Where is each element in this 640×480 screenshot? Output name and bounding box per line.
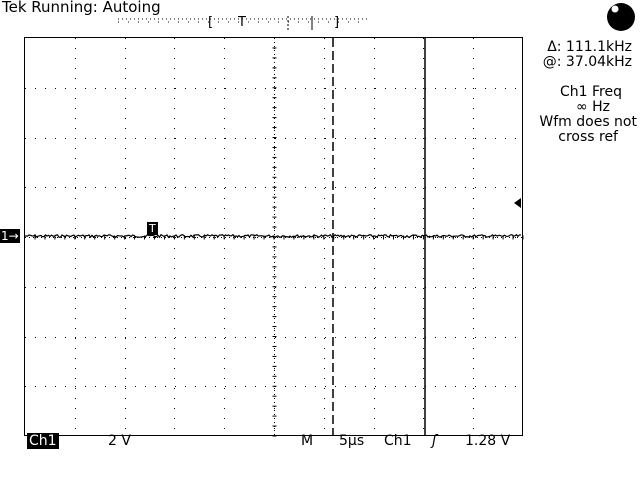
- channel-indicator[interactable]: Ch1: [27, 433, 59, 449]
- trigger-position-ruler: [118, 16, 368, 30]
- trigger-level: 1.28 V: [465, 433, 511, 449]
- trigger-source: Ch1: [384, 433, 412, 449]
- window-title: Tek Running: Autoing: [2, 0, 161, 16]
- trigger-bracket-right: ]: [334, 15, 340, 30]
- trigger-level-arrow-icon[interactable]: [514, 198, 521, 208]
- main-timebase-label: M: [301, 433, 314, 449]
- channel1-ground-marker[interactable]: 1→: [0, 229, 20, 243]
- record-indicator-icon: [607, 3, 635, 31]
- cursor-delta-readout: Δ: 111.1kHz: [547, 39, 632, 55]
- trigger-bracket-t: T: [238, 15, 246, 30]
- ch1-freq-value: ∞ Hz: [576, 99, 610, 115]
- cursor-at-readout: @: 37.04kHz: [542, 54, 632, 70]
- volts-per-div: 2 V: [108, 433, 131, 449]
- trigger-bracket-left: [: [208, 15, 214, 30]
- trigger-position-marker[interactable]: T: [147, 222, 158, 235]
- measurement-note-line2: cross ref: [558, 129, 618, 145]
- ch1-freq-label: Ch1 Freq: [560, 84, 622, 100]
- time-per-div: 5µs: [339, 433, 365, 449]
- measurement-note-line1: Wfm does not: [539, 114, 637, 130]
- ch1-waveform-trace: [24, 233, 522, 239]
- trigger-slope-icon: ʃ: [432, 433, 437, 449]
